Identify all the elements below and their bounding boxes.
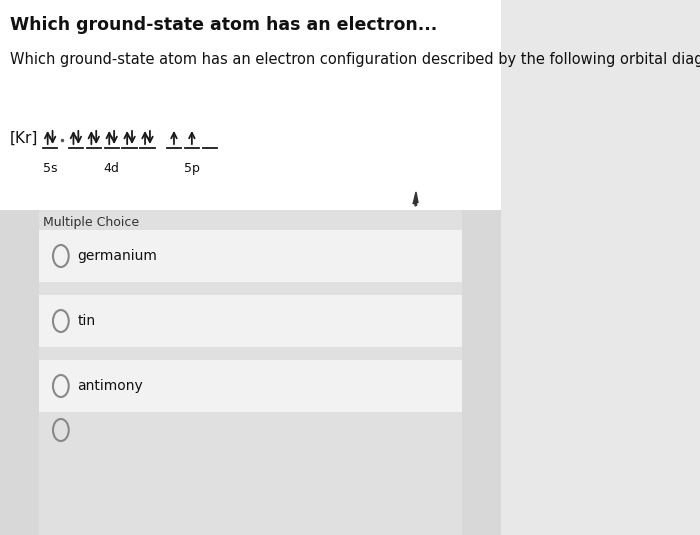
Text: Which ground-state atom has an electron...: Which ground-state atom has an electron.… (10, 16, 438, 34)
Text: Which ground-state atom has an electron configuration described by the following: Which ground-state atom has an electron … (10, 52, 700, 67)
Bar (39, 210, 462, 535)
Bar (39, 360, 462, 412)
Text: 5p: 5p (184, 162, 199, 175)
Text: antimony: antimony (77, 379, 143, 393)
Polygon shape (413, 192, 418, 206)
Text: 5s: 5s (43, 162, 57, 175)
Text: germanium: germanium (77, 249, 158, 263)
Bar (0, 210, 501, 535)
Text: 4d: 4d (104, 162, 120, 175)
Text: [Kr]: [Kr] (10, 131, 38, 146)
Text: Multiple Choice: Multiple Choice (43, 216, 139, 229)
Bar (39, 295, 462, 347)
Bar (39, 230, 462, 282)
Bar (0, 0, 501, 210)
Text: tin: tin (77, 314, 95, 328)
